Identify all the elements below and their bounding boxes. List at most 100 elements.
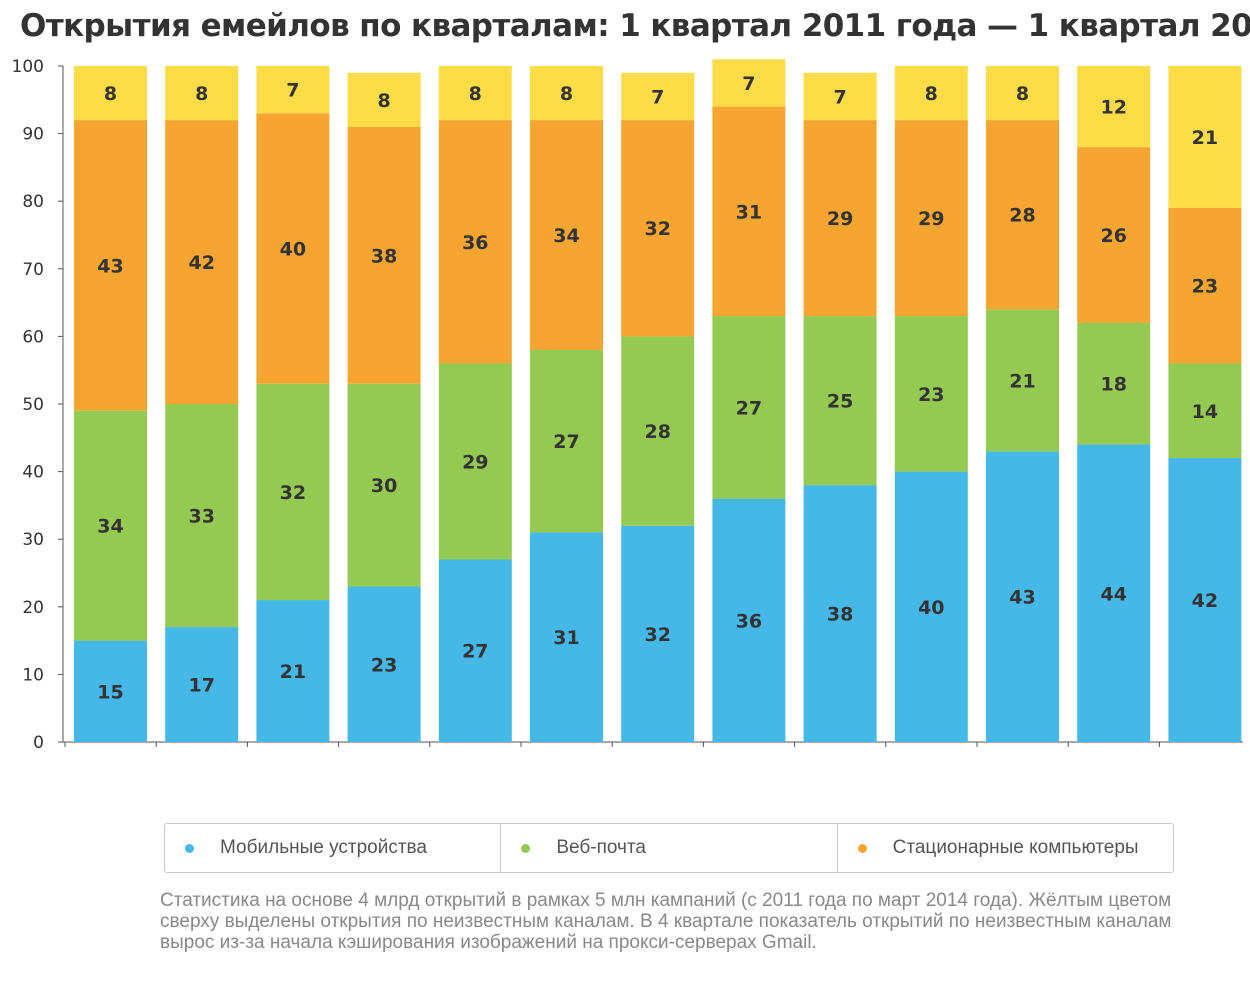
data-label: 8	[560, 83, 573, 105]
data-label: 34	[553, 225, 579, 247]
data-label: 23	[1192, 276, 1218, 298]
chart-title: Открытия емейлов по кварталам: 1 квартал…	[20, 8, 1250, 44]
data-label: 7	[286, 80, 299, 102]
data-label: 21	[1192, 127, 1218, 149]
bar-segment	[347, 383, 421, 587]
y-tick-label: 10	[22, 665, 44, 685]
bar-segment	[894, 66, 968, 121]
bar-segment	[621, 120, 695, 337]
bar-segment	[894, 471, 968, 742]
bar-segment	[1077, 444, 1151, 742]
data-label: 32	[280, 482, 306, 504]
y-tick-label: 60	[22, 327, 44, 347]
bar-segment	[986, 120, 1059, 310]
data-label: 7	[651, 86, 664, 108]
legend-label-mobile: Мобильные устройства	[220, 837, 427, 858]
data-label: 44	[1100, 583, 1126, 605]
data-label: 8	[195, 83, 208, 105]
data-label: 29	[918, 208, 944, 230]
bar-segment	[438, 66, 512, 121]
data-label: 27	[736, 397, 762, 419]
bar-segment	[986, 309, 1059, 452]
bar-segment	[1168, 207, 1242, 364]
data-label: 29	[462, 451, 488, 473]
data-label: 21	[1009, 370, 1035, 392]
bar-segment	[986, 66, 1059, 121]
bar-segment	[1077, 66, 1151, 148]
bar-segment	[803, 485, 877, 742]
bar-segment	[530, 66, 603, 121]
bar-segment	[347, 126, 421, 384]
y-tick-label: 70	[22, 260, 44, 280]
data-label: 17	[188, 675, 214, 697]
y-tick-label: 40	[22, 463, 44, 483]
legend-item-webmail: Веб-почта	[501, 824, 838, 872]
y-tick-label: 30	[22, 530, 44, 550]
bar-segment	[438, 559, 512, 742]
y-tick-label: 80	[22, 192, 44, 212]
data-label: 8	[469, 83, 482, 105]
data-label: 29	[827, 208, 853, 230]
data-label: 38	[827, 604, 853, 626]
data-label: 25	[827, 391, 853, 413]
bar-segment	[712, 106, 786, 317]
data-label: 31	[553, 627, 579, 649]
bar-segment	[1168, 66, 1242, 208]
data-label: 43	[1009, 587, 1035, 609]
bar-segment	[438, 120, 512, 364]
data-label: 32	[644, 624, 670, 646]
legend-swatch-webmail	[521, 843, 531, 853]
bar-segment	[256, 383, 330, 601]
bar-segment	[74, 640, 147, 742]
bar-segment	[621, 336, 695, 526]
bar-segment	[256, 600, 330, 742]
data-label: 38	[371, 245, 397, 267]
bar-segment	[347, 586, 421, 742]
y-tick-label: 20	[22, 598, 44, 618]
bar-segment	[803, 72, 877, 121]
data-label: 28	[644, 421, 670, 443]
bar-segment	[165, 627, 239, 742]
y-tick-label: 90	[22, 125, 44, 145]
bar-segment	[712, 498, 786, 742]
bar-segment	[530, 532, 603, 742]
bar-segment	[986, 451, 1059, 742]
bar-segment	[621, 72, 695, 121]
data-label: 23	[371, 654, 397, 676]
data-label: 42	[188, 252, 214, 274]
data-label: 33	[188, 506, 214, 528]
bar-segment	[1168, 458, 1242, 742]
data-label: 8	[1016, 83, 1029, 105]
bar-segment	[894, 120, 968, 317]
data-label: 21	[280, 661, 306, 683]
legend-item-desktop: Стационарные компьютеры	[838, 824, 1173, 872]
legend-swatch-desktop	[857, 843, 867, 853]
bar-segment	[438, 363, 512, 560]
legend-label-webmail: Веб-почта	[556, 837, 646, 858]
data-label: 28	[1009, 205, 1035, 227]
y-tick-label: 50	[22, 395, 44, 415]
bar-segment	[1168, 363, 1242, 459]
data-label: 31	[736, 201, 762, 223]
bar-segment	[165, 66, 239, 121]
data-label: 12	[1100, 97, 1126, 119]
data-label: 8	[104, 83, 117, 105]
bar-segment	[256, 113, 330, 384]
legend-swatch-mobile	[185, 843, 194, 853]
bar-segment	[530, 120, 603, 350]
bar-segment	[74, 120, 147, 411]
data-label: 7	[742, 73, 755, 95]
data-label: 8	[377, 90, 390, 112]
bar-segment	[1077, 147, 1151, 323]
legend-label-desktop: Стационарные компьютеры	[892, 837, 1139, 858]
data-label: 30	[371, 475, 397, 497]
data-label: 40	[280, 239, 306, 261]
bar-segment	[165, 120, 239, 404]
bar-segment	[165, 404, 239, 628]
bar-segment	[894, 316, 968, 472]
bar-segment	[74, 66, 147, 121]
stacked-bar-chart: 0 10 20 30 40 50 60 70 80 90 100 15 34 43 8 17 33 42 8 21 32…	[12, 57, 1243, 753]
y-tick-label: 0	[33, 733, 44, 753]
data-label: 43	[97, 255, 123, 277]
data-label: 14	[1192, 401, 1218, 423]
